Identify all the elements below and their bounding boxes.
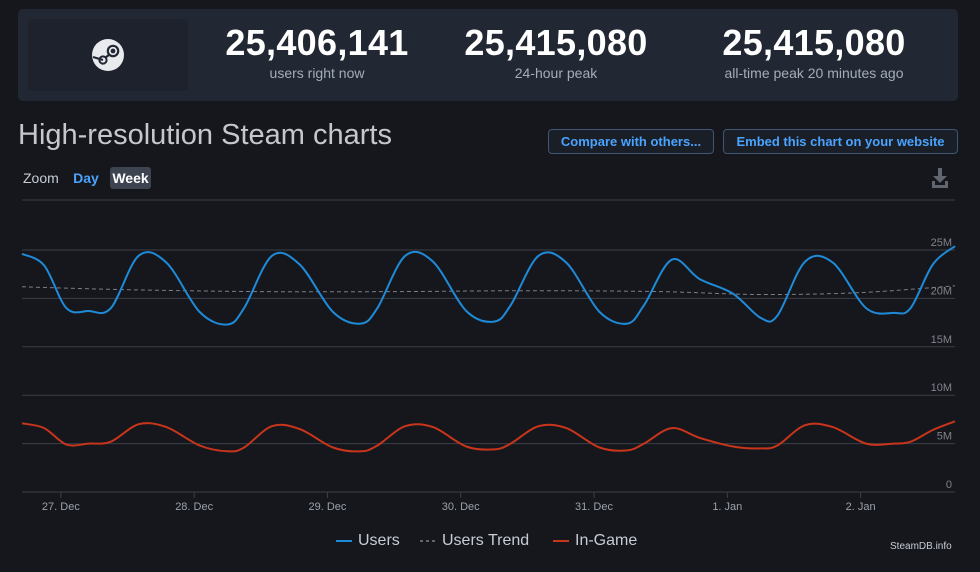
- users-now-label: users right now: [269, 65, 365, 81]
- peak-24h-value: 25,415,080: [464, 22, 648, 63]
- legend-label-in-game: In-Game: [575, 532, 638, 549]
- series-line-users-trend: [21, 285, 956, 296]
- series-line-in-game: [21, 420, 956, 453]
- steam-logo-icon: [92, 39, 124, 71]
- x-tick-label: 31. Dec: [575, 501, 613, 513]
- x-tick-label: 29. Dec: [308, 501, 346, 513]
- peak-24h-label: 24-hour peak: [514, 65, 598, 81]
- x-axis-ticks: 27. Dec 28. Dec 29. Dec 30. Dec 31. Dec 1. Ja…: [42, 492, 876, 513]
- legend-item-users[interactable]: Users: [336, 532, 400, 550]
- users-chart: 0 5M 10M 15M 20M 25M 27. Dec 28. Dec 29. Dec 30.…: [21, 199, 956, 513]
- legend-line-users-trend: [420, 540, 436, 542]
- credit-link[interactable]: SteamDB.info: [890, 541, 952, 552]
- zoom-week-button[interactable]: Week: [110, 167, 151, 189]
- compare-button[interactable]: Compare with others...: [548, 129, 714, 154]
- legend-item-in-game[interactable]: In-Game: [553, 532, 637, 550]
- stats-bar: 25,406,141 users right now 25,415,080 24…: [18, 9, 958, 101]
- chart-legend: Users Users Trend In-Game: [0, 532, 980, 554]
- legend-item-users-trend[interactable]: Users Trend: [420, 532, 529, 550]
- page-title: High-resolution Steam charts: [18, 119, 392, 151]
- all-time-peak-value: 25,415,080: [722, 22, 906, 63]
- stat-all-time-peak: 25,415,080 all-time peak 20 minutes ago: [684, 22, 944, 82]
- x-tick-label: 30. Dec: [442, 501, 480, 513]
- embed-button[interactable]: Embed this chart on your website: [723, 129, 958, 154]
- steam-logo[interactable]: [28, 19, 188, 91]
- download-icon: [932, 168, 948, 188]
- series-lines: [21, 245, 956, 453]
- all-time-peak-label: all-time peak 20 minutes ago: [724, 65, 904, 81]
- x-tick-label: 28. Dec: [175, 501, 213, 513]
- y-tick-label: 15M: [931, 334, 952, 346]
- grid-lines: [22, 199, 955, 493]
- y-tick-label: 0: [946, 479, 952, 491]
- series-line-users: [21, 245, 956, 326]
- y-tick-label: 5M: [937, 431, 952, 443]
- x-tick-label: 2. Jan: [846, 501, 876, 513]
- download-button[interactable]: [929, 166, 951, 190]
- legend-line-users: [336, 540, 352, 542]
- legend-line-in-game: [553, 540, 569, 542]
- users-now-value: 25,406,141: [225, 22, 409, 63]
- y-axis-ticks: 0 5M 10M 15M 20M 25M: [931, 237, 952, 491]
- stat-users-now: 25,406,141 users right now: [187, 22, 447, 82]
- legend-label-users: Users: [358, 532, 400, 549]
- zoom-day-button[interactable]: Day: [73, 170, 99, 186]
- x-tick-label: 1. Jan: [712, 501, 742, 513]
- stat-24h-peak: 25,415,080 24-hour peak: [426, 22, 686, 82]
- y-tick-label: 25M: [931, 237, 952, 249]
- legend-label-users-trend: Users Trend: [442, 532, 530, 549]
- y-tick-label: 20M: [931, 285, 952, 297]
- x-tick-label: 27. Dec: [42, 501, 80, 513]
- zoom-label: Zoom: [23, 170, 59, 186]
- y-tick-label: 10M: [931, 382, 952, 394]
